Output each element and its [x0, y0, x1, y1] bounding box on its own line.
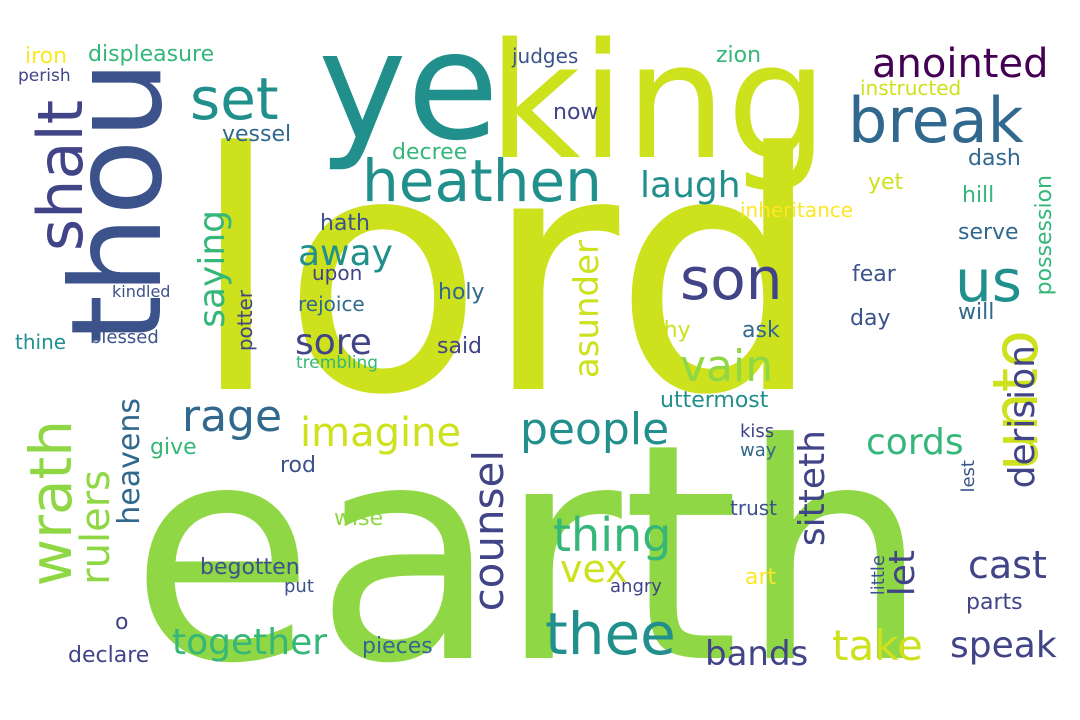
word-blessed: blessed [90, 327, 159, 348]
word-potter: potter [233, 290, 257, 352]
word-rage: rage [182, 391, 283, 442]
word-fear: fear [852, 262, 896, 287]
word-together: together [172, 622, 328, 663]
word-uttermost: uttermost [660, 388, 769, 413]
word-put: put [284, 576, 314, 597]
word-now: now [553, 100, 599, 125]
word-serve: serve [958, 220, 1019, 245]
word-sitteth: sitteth [792, 430, 833, 547]
word-let: let [882, 550, 923, 597]
word-speak: speak [950, 625, 1057, 666]
word-bands: bands [705, 634, 809, 674]
word-judges: judges [512, 44, 579, 68]
word-people: people [520, 404, 670, 455]
word-give: give [150, 435, 197, 460]
word-rod: rod [280, 453, 316, 478]
word-kindled: kindled [112, 282, 171, 301]
word-way: way [740, 440, 777, 461]
word-zion: zion [716, 43, 762, 68]
word-iron: iron [25, 44, 68, 69]
word-upon: upon [312, 261, 363, 285]
word-cords: cords [866, 422, 964, 463]
word-vain: vain [680, 341, 774, 392]
word-yet: yet [868, 170, 904, 195]
word-shalt: shalt [24, 100, 97, 252]
word-inheritance: inheritance [740, 198, 854, 222]
word-thine: thine [15, 330, 67, 354]
word-set: set [190, 65, 279, 133]
word-earth: earth [130, 380, 930, 720]
word-kiss: kiss [740, 421, 775, 442]
word-o: o [115, 610, 129, 635]
word-begotten: begotten [200, 555, 300, 580]
word-hath: hath [320, 211, 370, 236]
word-lest: lest [958, 460, 979, 493]
word-laugh: laugh [640, 165, 741, 206]
word-counsel: counsel [464, 450, 513, 612]
word-asunder: asunder [567, 240, 607, 379]
word-lord: lord [190, 83, 823, 467]
word-son: son [680, 245, 783, 313]
word-will: will [958, 300, 995, 325]
word-declare: declare [68, 643, 150, 668]
word-instructed: instructed [860, 76, 962, 100]
word-little: little [868, 555, 889, 596]
word-ask: ask [742, 318, 780, 343]
word-hill: hill [962, 183, 995, 208]
word-trust: trust [730, 496, 778, 520]
word-derision: derision [1002, 345, 1043, 489]
word-vex: vex [560, 547, 628, 591]
word-king: king [488, 8, 829, 195]
word-holy: holy [438, 280, 485, 305]
word-heathen: heathen [362, 147, 602, 215]
word-away: away [298, 233, 393, 274]
word-us: us [955, 247, 1022, 315]
word-perish: perish [18, 66, 71, 86]
word-parts: parts [966, 590, 1023, 615]
word-angry: angry [610, 576, 662, 597]
word-thy: thy [655, 318, 691, 343]
word-day: day [850, 306, 891, 331]
word-said: said [437, 334, 483, 359]
word-cast: cast [968, 543, 1047, 587]
word-vessel: vessel [222, 122, 292, 147]
word-dash: dash [968, 146, 1021, 171]
word-anointed: anointed [872, 41, 1049, 87]
word-wrath: wrath [17, 420, 85, 587]
word-sore: sore [295, 322, 372, 363]
word-break: break [848, 84, 1024, 157]
word-art: art [745, 565, 777, 590]
word-heavens: heavens [112, 398, 147, 525]
word-take: take [832, 621, 923, 670]
word-ye: ye [318, 0, 500, 174]
word-displeasure: displeasure [88, 42, 215, 67]
word-thing: thing [553, 508, 672, 562]
word-pieces: pieces [362, 634, 433, 659]
word-wise: wise [334, 506, 384, 531]
word-possession: possession [1032, 175, 1057, 296]
word-saying: saying [192, 210, 233, 328]
word-imagine: imagine [300, 410, 462, 456]
word-trembling: trembling [296, 353, 379, 373]
word-rejoice: rejoice [298, 292, 365, 316]
word-decree: decree [392, 140, 468, 165]
word-rulers: rulers [73, 470, 119, 585]
word-thee: thee [545, 600, 676, 668]
